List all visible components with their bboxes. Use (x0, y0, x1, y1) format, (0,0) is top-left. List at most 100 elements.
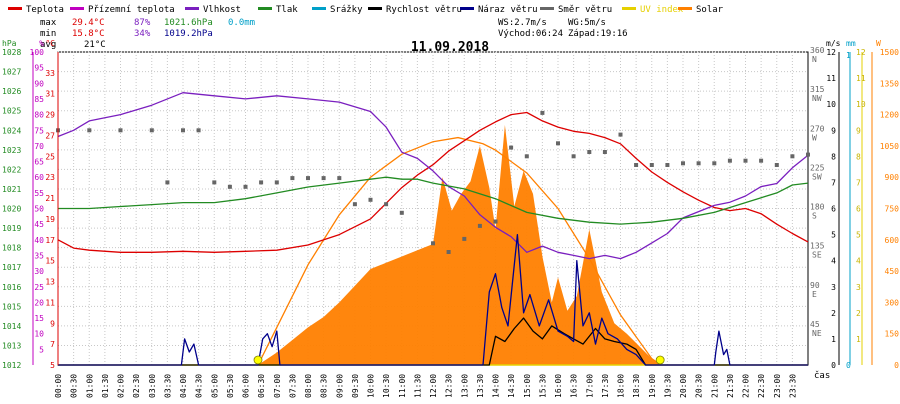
wind-speed-unit-label: m/s (826, 39, 841, 48)
temperature-tick-label: 13 (45, 278, 55, 287)
temperature-tick-label: 29 (45, 111, 55, 120)
wind-direction-name: SE (812, 251, 822, 260)
wind-direction-name: SW (812, 172, 822, 181)
solar-unit-label: W (876, 39, 881, 48)
x-tick-label: 15:00 (523, 374, 532, 398)
wind-direction-point (399, 210, 404, 215)
wind-speed-tick-label: 6 (831, 205, 836, 214)
solar-tick-label: 1500 (880, 48, 899, 57)
x-tick-label: 05:30 (226, 374, 235, 398)
x-tick-label: 01:00 (85, 374, 94, 398)
wind-direction-point (149, 128, 154, 133)
stat-max-label: max (40, 18, 57, 28)
pressure-tick-label: 1022 (2, 165, 21, 174)
wind-speed-tick-label: 8 (831, 152, 836, 161)
x-tick-label: 17:00 (585, 374, 594, 398)
wind-direction-point (290, 176, 295, 181)
pressure-tick-label: 1016 (2, 283, 21, 292)
solar-tick-label: 1050 (880, 142, 899, 151)
x-tick-label: 21:00 (710, 374, 719, 398)
stat-max-rain: 0.0mm (228, 18, 255, 28)
pressure-tick-label: 1027 (2, 68, 21, 77)
x-tick-label: 01:30 (101, 374, 110, 398)
pressure-tick-label: 1015 (2, 302, 21, 311)
wind-direction-point (227, 184, 232, 189)
solar-tick-label: 0 (894, 361, 899, 370)
wind-ws: WS:2.7m/s (498, 18, 547, 28)
wind-direction-point (790, 154, 795, 159)
temperature-tick-label: 7 (50, 340, 55, 349)
solar-tick-label: 600 (885, 236, 900, 245)
wind-direction-name: N (812, 55, 817, 64)
humidity-unit-label: % (39, 39, 44, 48)
pressure-tick-label: 1020 (2, 205, 21, 214)
wind-speed-tick-label: 12 (826, 48, 836, 57)
pressure-tick-label: 1019 (2, 224, 21, 233)
wind-direction-point (743, 158, 748, 163)
stat-min-label: min (40, 29, 56, 39)
x-tick-label: 20:00 (679, 374, 688, 398)
x-tick-label: 09:30 (351, 374, 360, 398)
wind-direction-point (524, 154, 529, 159)
uv-tick-label: 4 (856, 257, 861, 266)
sunrise-marker (253, 355, 263, 365)
sunset-marker (655, 355, 665, 365)
x-tick-label: 18:00 (617, 374, 626, 398)
x-tick-label: 02:00 (117, 374, 126, 398)
wind-direction-point (165, 180, 170, 185)
rain-unit-label: mm (846, 39, 856, 48)
temperature-tick-label: 15 (45, 257, 55, 266)
temperature-tick-label: 19 (45, 215, 55, 224)
x-tick-label: 20:30 (695, 374, 704, 398)
temperature-tick-label: 17 (45, 236, 55, 245)
solar-tick-label: 900 (885, 173, 900, 182)
wind-direction-tick-label: 45 (810, 320, 820, 329)
x-tick-label: 07:30 (288, 374, 297, 398)
humidity-tick-label: 40 (34, 236, 44, 245)
humidity-tick-label: 50 (34, 205, 44, 214)
wind-direction-point (602, 150, 607, 154)
legend-label: Rychlost větru (386, 5, 462, 15)
x-tick-label: 07:00 (273, 374, 282, 398)
x-tick-label: 12:30 (445, 374, 454, 398)
pressure-tick-label: 1018 (2, 244, 21, 253)
x-axis-label: čas (814, 370, 830, 381)
wind-direction-point (321, 176, 326, 181)
wind-direction-point (181, 128, 185, 133)
wind-direction-point (446, 250, 451, 254)
humidity-tick-label: 100 (30, 48, 45, 57)
humidity-tick-label: 65 (34, 158, 44, 167)
temperature-tick-label: 25 (45, 152, 55, 161)
x-tick-label: 21:30 (726, 374, 735, 398)
uv-tick-label: 5 (856, 231, 861, 240)
chart-title: 11.09.2018 (411, 40, 489, 55)
sunset-time: Západ:19:16 (568, 29, 628, 39)
x-tick-label: 09:00 (335, 374, 344, 398)
uv-tick-label: 6 (856, 205, 861, 214)
legend-label: Směr větru (558, 5, 612, 15)
wind-speed-tick-label: 2 (831, 309, 836, 318)
wind-direction-tick-label: 315 (810, 85, 825, 94)
stat-max-temp: 29.4°C (72, 18, 105, 28)
wind-speed-tick-label: 7 (831, 178, 836, 187)
wind-speed-tick-label: 11 (826, 74, 836, 83)
stat-max-hum: 87% (134, 18, 151, 28)
pressure-tick-label: 1026 (2, 87, 21, 96)
wind-direction-point (759, 158, 764, 163)
humidity-tick-label: 35 (34, 251, 44, 260)
x-tick-label: 02:30 (132, 374, 141, 398)
humidity-tick-label: 20 (34, 298, 44, 307)
x-tick-label: 18:30 (632, 374, 641, 398)
pressure-tick-label: 1017 (2, 263, 21, 272)
legend-swatch (540, 7, 554, 10)
legend-label: Náraz větru (478, 5, 538, 15)
wind-direction-point (462, 236, 467, 241)
pressure-tick-label: 1014 (2, 322, 21, 331)
solar-tick-label: 750 (885, 205, 900, 214)
legend-swatch (8, 7, 22, 10)
wind-direction-tick-label: 90 (810, 281, 820, 290)
wind-direction-point (634, 163, 639, 167)
wind-direction-tick-label: 180 (810, 203, 825, 212)
solar-tick-label: 150 (885, 330, 900, 339)
wind-direction-point (493, 219, 498, 224)
